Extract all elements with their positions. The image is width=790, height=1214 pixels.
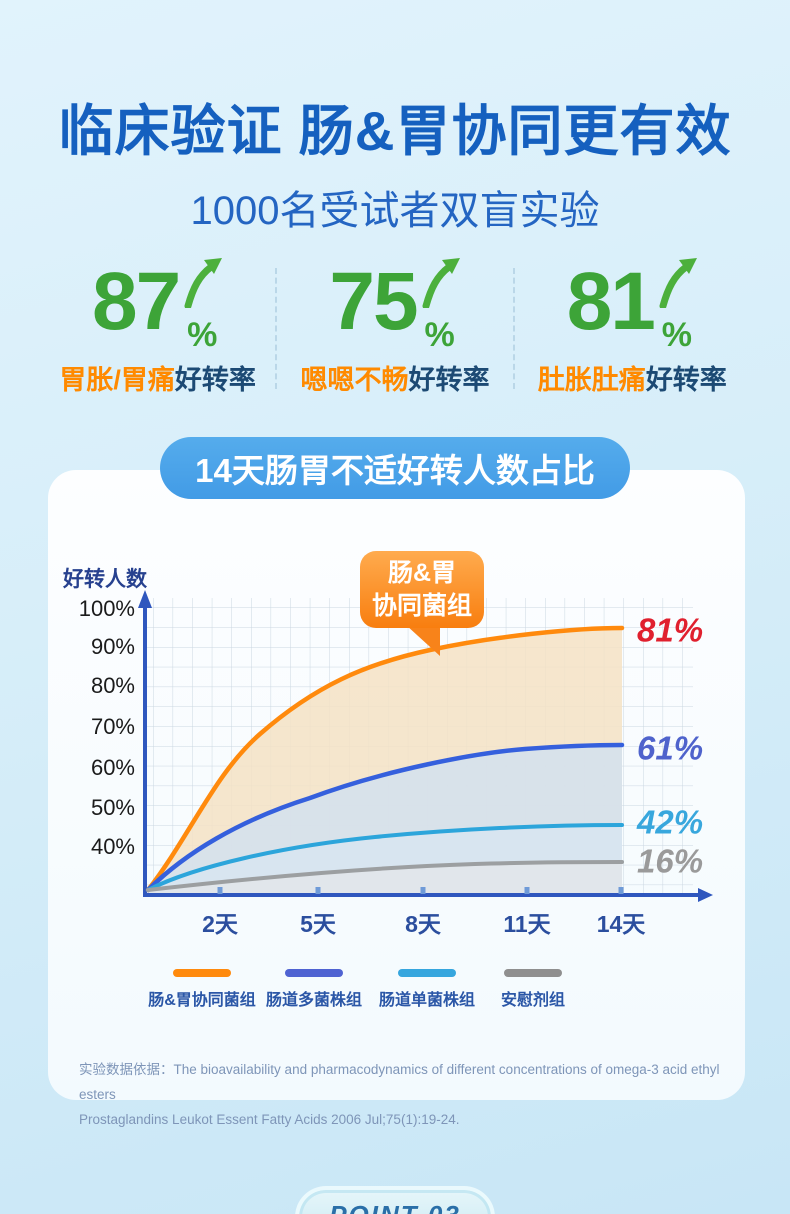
x-tick: [217, 887, 223, 894]
stat-item-bloating: 81 % 肚胀肚痛好转率: [515, 258, 750, 397]
up-arrow-icon: [184, 258, 223, 308]
callout-bubble: 肠&胃 协同菌组: [360, 551, 484, 628]
bottom-badge-text: POINT 03: [329, 1200, 461, 1214]
stat-value: 87: [92, 256, 181, 347]
stat-label: 嗯嗯不畅好转率: [300, 358, 489, 397]
line-synergy-group: [145, 625, 625, 893]
x-tick-label: 8天: [405, 911, 442, 937]
stat-value: 75: [329, 256, 418, 347]
legend-swatch-indigo: [285, 969, 343, 977]
x-tick: [315, 887, 321, 894]
y-tick-label: 60%: [91, 755, 135, 780]
x-tick: [524, 887, 530, 894]
x-tick-label: 11天: [503, 911, 551, 937]
x-axis-arrow-icon: [698, 888, 713, 902]
stat-unit: %: [424, 316, 455, 354]
page-subtitle: 1000名受试者双盲实验: [190, 189, 600, 233]
x-tick-label: 2天: [202, 911, 239, 937]
chart-title-badge: 14天肠胃不适好转人数占比: [160, 437, 630, 499]
x-tick: [618, 887, 624, 894]
y-axis-arrow-icon: [138, 590, 152, 608]
x-tick-label: 5天: [300, 911, 337, 937]
y-tick-label: 70%: [91, 714, 135, 739]
legend-item-placebo: 安慰剂组: [468, 969, 598, 1010]
y-tick-label: 100%: [79, 596, 135, 621]
legend-item-single-strain: 肠道单菌株组: [362, 969, 492, 1010]
stat-label-highlight: 胃胀/胃痛: [59, 365, 175, 395]
legend-swatch-cyan: [398, 969, 456, 977]
line-placebo: [146, 860, 624, 892]
page-title: 临床验证 肠&胃协同更有效: [58, 100, 732, 162]
line-single-strain: [146, 823, 624, 892]
stat-item-stomach: 87 % 胃胀/胃痛好转率: [40, 258, 275, 397]
legend-item-multi-strain: 肠道多菌株组: [249, 969, 379, 1010]
line-chart: 好转人数 100% 90% 80% 70% 60% 50% 40% 2天 5天 …: [62, 567, 713, 937]
divider: [275, 268, 278, 389]
legend-item-synergy: 肠&胃协同菌组: [137, 969, 267, 1010]
stat-label-rest: 好转率: [174, 365, 256, 395]
stat-label-rest: 好转率: [408, 365, 490, 395]
up-arrow-icon: [422, 258, 460, 308]
end-label-single: 42%: [636, 804, 703, 841]
legend-label: 肠道单菌株组: [378, 992, 475, 1009]
legend-swatch-orange: [173, 969, 231, 977]
callout-line1: 肠&胃: [387, 558, 457, 587]
stat-label: 胃胀/胃痛好转率: [59, 358, 256, 397]
stats-row: 87 % 胃胀/胃痛好转率 75: [40, 258, 750, 397]
legend-swatch-gray: [504, 969, 562, 977]
y-tick-label: 40%: [91, 834, 135, 859]
footnote-line1: 实验数据依据：The bioavailability and pharmacod…: [79, 1062, 720, 1102]
callout-line2: 协同菌组: [371, 591, 472, 620]
y-tick-label: 80%: [91, 673, 135, 698]
legend-label: 安慰剂组: [500, 992, 565, 1009]
x-tick-label: 14天: [597, 911, 647, 937]
bottom-badge: POINT 03: [295, 1186, 495, 1214]
stat-label-highlight: 肚胀肚痛: [537, 365, 646, 395]
line-multi-strain: [145, 742, 625, 893]
footnote-line2: Prostaglandins Leukot Essent Fatty Acids…: [79, 1112, 460, 1127]
area-placebo: [148, 862, 622, 895]
stat-unit: %: [187, 316, 218, 354]
stat-label-highlight: 嗯嗯不畅: [300, 365, 409, 395]
data-source-footnote: 实验数据依据：The bioavailability and pharmacod…: [79, 1057, 724, 1132]
end-label-multi: 61%: [637, 730, 703, 767]
y-axis-title: 好转人数: [62, 567, 148, 591]
end-label-placebo: 16%: [637, 843, 703, 880]
stat-item-bowel: 75 % 嗯嗯不畅好转率: [277, 258, 512, 397]
stat-value: 81: [566, 256, 656, 347]
end-label-synergy: 81%: [637, 612, 703, 649]
y-tick-label: 90%: [91, 634, 135, 659]
stat-label-rest: 好转率: [645, 365, 727, 395]
stat-label: 肚胀肚痛好转率: [538, 358, 727, 397]
up-arrow-icon: [659, 258, 697, 308]
y-tick-label: 50%: [91, 795, 135, 820]
divider: [512, 268, 515, 389]
x-tick: [420, 887, 426, 894]
stat-unit: %: [661, 316, 693, 354]
legend-label: 肠&胃协同菌组: [148, 992, 256, 1009]
legend-label: 肠道多菌株组: [265, 992, 362, 1009]
